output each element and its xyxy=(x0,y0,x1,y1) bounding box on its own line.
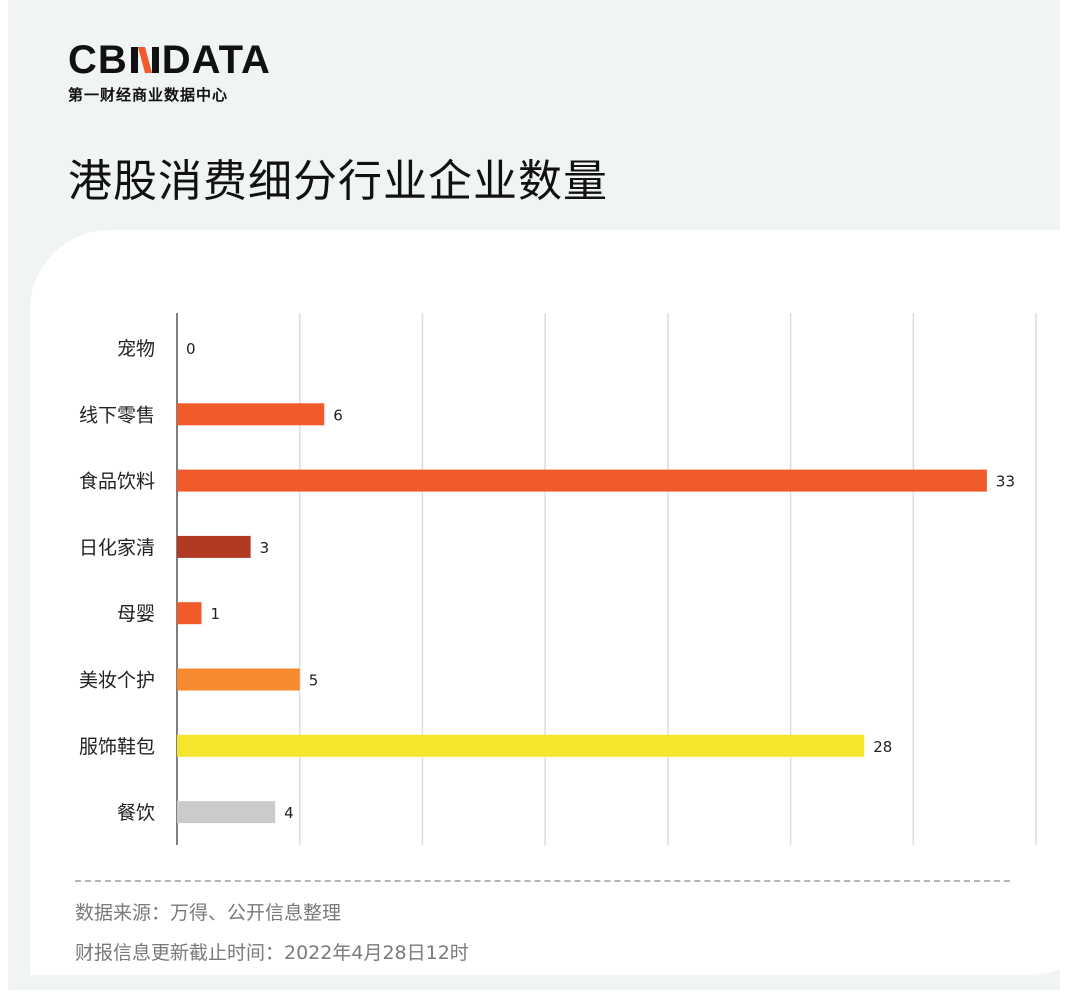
cutoff-note: 财报信息更新截止时间：2022年4月28日12时 xyxy=(75,942,469,964)
bar xyxy=(177,734,865,757)
footer-divider xyxy=(75,880,1010,882)
bar xyxy=(177,602,202,625)
logo-right-text: DATA xyxy=(161,38,271,82)
infographic-page: CB DATA 第一财经商业数据中心 港股消费细分行业企业数量 宠物线下零售食品… xyxy=(8,0,1060,990)
bar xyxy=(177,668,300,691)
chart-bars xyxy=(177,403,987,824)
data-label: 6 xyxy=(333,406,343,424)
category-label: 餐饮 xyxy=(117,802,155,824)
category-label: 美妆个护 xyxy=(79,670,155,692)
bar xyxy=(177,403,325,426)
logo-wordmark: CB DATA xyxy=(68,40,271,80)
category-label: 宠物 xyxy=(117,338,155,360)
data-label: 1 xyxy=(211,605,221,623)
chart-grid xyxy=(176,313,1037,845)
category-label: 服饰鞋包 xyxy=(79,736,155,758)
chart-card: 宠物 线下零售 食品饮料 日化家清 母婴 美妆个护 服饰鞋包 餐饮 0 6 33 3 1 5 28 4 数据… xyxy=(30,230,1060,975)
category-label: 日化家清 xyxy=(79,537,155,559)
category-label: 食品饮料 xyxy=(79,471,155,493)
category-label: 母婴 xyxy=(117,603,155,625)
logo-left-text: CB xyxy=(68,38,128,82)
data-label: 5 xyxy=(309,672,319,690)
cbndata-logo: CB DATA 第一财经商业数据中心 xyxy=(68,40,271,105)
bar xyxy=(177,469,987,492)
bar xyxy=(177,535,251,558)
data-label: 3 xyxy=(260,539,270,557)
data-label: 4 xyxy=(284,804,294,822)
data-label: 28 xyxy=(873,738,892,756)
bar xyxy=(177,801,276,824)
logo-subtitle: 第一财经商业数据中心 xyxy=(68,86,229,104)
page-title: 港股消费细分行业企业数量 xyxy=(68,156,608,207)
category-label: 线下零售 xyxy=(79,404,155,426)
data-label: 33 xyxy=(996,473,1015,491)
source-note: 数据来源：万得、公开信息整理 xyxy=(75,902,342,924)
logo-n-icon xyxy=(130,47,159,73)
data-label: 0 xyxy=(186,340,196,358)
